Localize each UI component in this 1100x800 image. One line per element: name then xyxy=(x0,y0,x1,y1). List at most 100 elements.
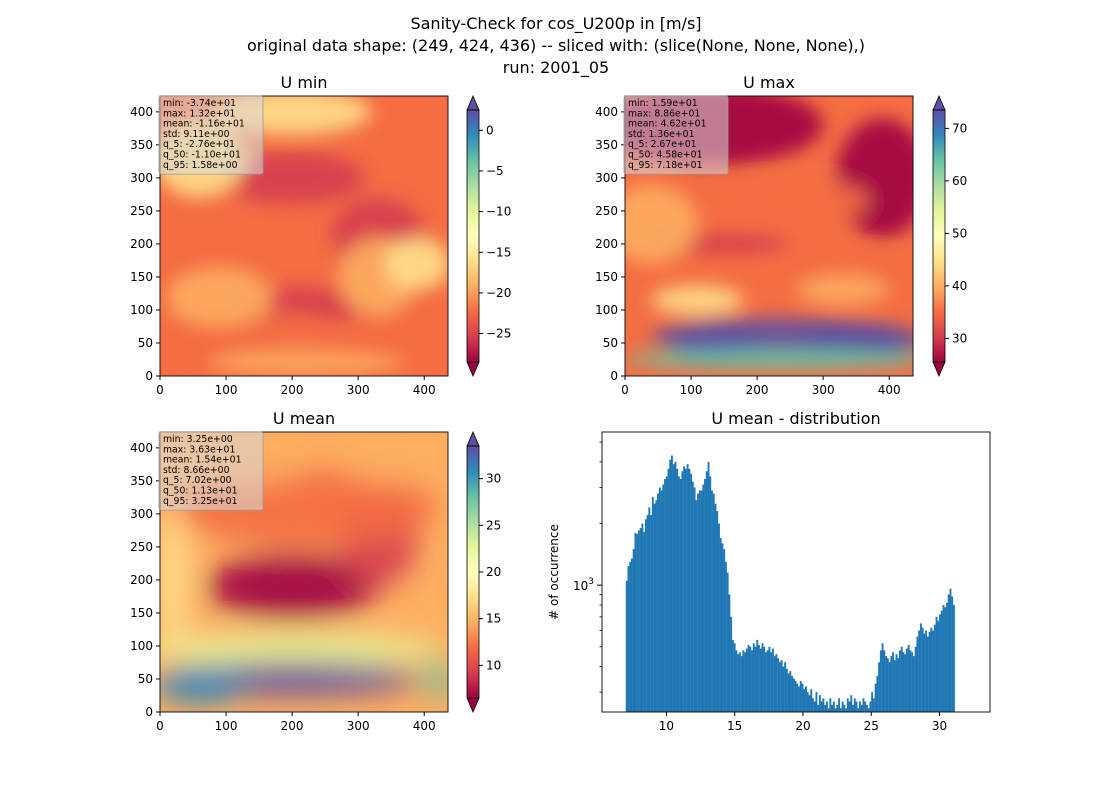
colorbar-ramp xyxy=(467,110,479,362)
histogram-bar xyxy=(733,643,736,712)
histogram-bar xyxy=(778,662,781,712)
stats-line: min: 1.59e+01 xyxy=(628,98,698,109)
histogram-bar xyxy=(940,610,943,712)
histogram-bar xyxy=(930,627,933,712)
histogram-bar xyxy=(782,666,785,712)
x-tick-label: 200 xyxy=(746,383,769,397)
stats-box xyxy=(158,431,264,511)
histogram-bar xyxy=(681,471,684,712)
histogram-bar xyxy=(895,654,898,712)
histogram-bar xyxy=(946,602,948,712)
histogram-bar xyxy=(951,596,954,712)
histogram-bar xyxy=(752,643,755,712)
y-tick-label: 150 xyxy=(130,606,153,620)
histogram-bar xyxy=(648,507,651,712)
x-tick-label: 200 xyxy=(281,383,304,397)
histogram-bar xyxy=(794,681,797,712)
axes-frame xyxy=(601,431,991,713)
histogram-bar xyxy=(777,658,780,712)
y-tick-label: 100 xyxy=(130,303,153,317)
colorbar-tick-label: 10 xyxy=(486,658,501,672)
figure-title-line-2: original data shape: (249, 424, 436) -- … xyxy=(247,36,865,55)
histogram-bar xyxy=(707,461,710,712)
histogram-bar xyxy=(691,481,694,712)
histogram-bar xyxy=(688,468,691,712)
y-tick-label: 200 xyxy=(130,237,153,251)
stats-line: std: 8.66e+00 xyxy=(163,465,230,476)
histogram-bar xyxy=(843,704,846,712)
x-tick-label: 30 xyxy=(932,719,947,733)
histogram-bar xyxy=(637,530,640,712)
histogram-bar xyxy=(686,464,689,712)
heatmap-region xyxy=(338,437,448,485)
histogram-bar xyxy=(677,476,680,712)
histogram-bar xyxy=(813,701,816,712)
histogram-bar xyxy=(907,644,910,712)
histogram-bar xyxy=(773,656,776,712)
y-tick-label: 150 xyxy=(595,270,618,284)
stats-line: mean: 4.62e+01 xyxy=(628,119,707,130)
histogram-bar xyxy=(704,479,706,712)
histogram-bar xyxy=(719,537,722,712)
colorbar-tick-label: 70 xyxy=(952,121,967,135)
histogram-bar xyxy=(744,652,747,712)
histogram-bar xyxy=(827,708,830,712)
histogram-bar xyxy=(745,648,748,712)
histogram-bar xyxy=(810,689,813,712)
panel-title: U max xyxy=(743,73,795,92)
stats-line: q_95: 3.25e+01 xyxy=(163,496,238,507)
colorbar-tick-label: 20 xyxy=(486,565,501,579)
x-tick-label: 100 xyxy=(215,383,238,397)
stats-line: q_95: 1.58e+00 xyxy=(163,160,238,171)
y-tick-label: 50 xyxy=(138,672,153,686)
x-tick-label: 300 xyxy=(812,383,835,397)
histogram-bar xyxy=(723,549,726,712)
histogram-bar xyxy=(953,604,955,712)
histogram-bar xyxy=(824,704,827,712)
histogram-bar xyxy=(655,500,658,712)
histogram-bar xyxy=(805,686,807,712)
heatmap-panel-3: U mean 0 100 200 300 400 0 50 100 150 200 250 300 350… xyxy=(130,409,501,733)
y-tick-label: 350 xyxy=(130,474,153,488)
histogram-bar xyxy=(747,644,750,712)
histogram-bar xyxy=(939,614,941,712)
y-tick-label: 400 xyxy=(595,105,618,119)
histogram-bar xyxy=(888,662,891,712)
colorbar-tick-label: 0 xyxy=(486,123,494,137)
histogram-bar xyxy=(923,633,926,712)
histogram-bar xyxy=(775,654,778,712)
histogram-bar xyxy=(899,650,901,712)
x-tick-label: 15 xyxy=(727,719,742,733)
stats-line: max: 3.63e+01 xyxy=(163,444,235,455)
y-tick-label: 250 xyxy=(595,204,618,218)
histogram-bar xyxy=(684,468,687,712)
histogram-bar xyxy=(644,519,647,712)
x-tick-label: 400 xyxy=(878,383,901,397)
heatmap-region xyxy=(160,507,190,653)
colorbar: 30 40 50 60 70 xyxy=(932,94,967,378)
histogram-bar xyxy=(683,466,686,712)
histogram-bar xyxy=(698,490,701,712)
histogram-bar xyxy=(643,531,646,712)
histogram-bars xyxy=(625,455,955,712)
x-tick-label: 10 xyxy=(659,719,674,733)
colorbar-tick-label: −5 xyxy=(486,164,504,178)
histogram-bar xyxy=(808,695,811,712)
heatmap-region xyxy=(763,251,913,276)
histogram-bar xyxy=(944,607,947,712)
stats-line: max: 1.32e+01 xyxy=(163,108,235,119)
histogram-bar xyxy=(738,652,741,712)
histogram-bar xyxy=(630,558,633,712)
stats-line: mean: -1.16e+01 xyxy=(163,119,245,130)
histogram-bar xyxy=(838,698,841,712)
histogram-bar xyxy=(925,630,928,712)
heatmap-region xyxy=(206,553,378,620)
histogram-bar xyxy=(879,650,882,712)
histogram-bar xyxy=(751,650,753,712)
stats-line: mean: 1.54e+01 xyxy=(163,455,242,466)
histogram-bar xyxy=(921,627,924,712)
x-tick-label: 0 xyxy=(156,719,164,733)
y-tick-label: 0 xyxy=(610,369,618,383)
histogram-bar xyxy=(730,616,733,712)
colorbar-tick-label: 50 xyxy=(952,226,967,240)
